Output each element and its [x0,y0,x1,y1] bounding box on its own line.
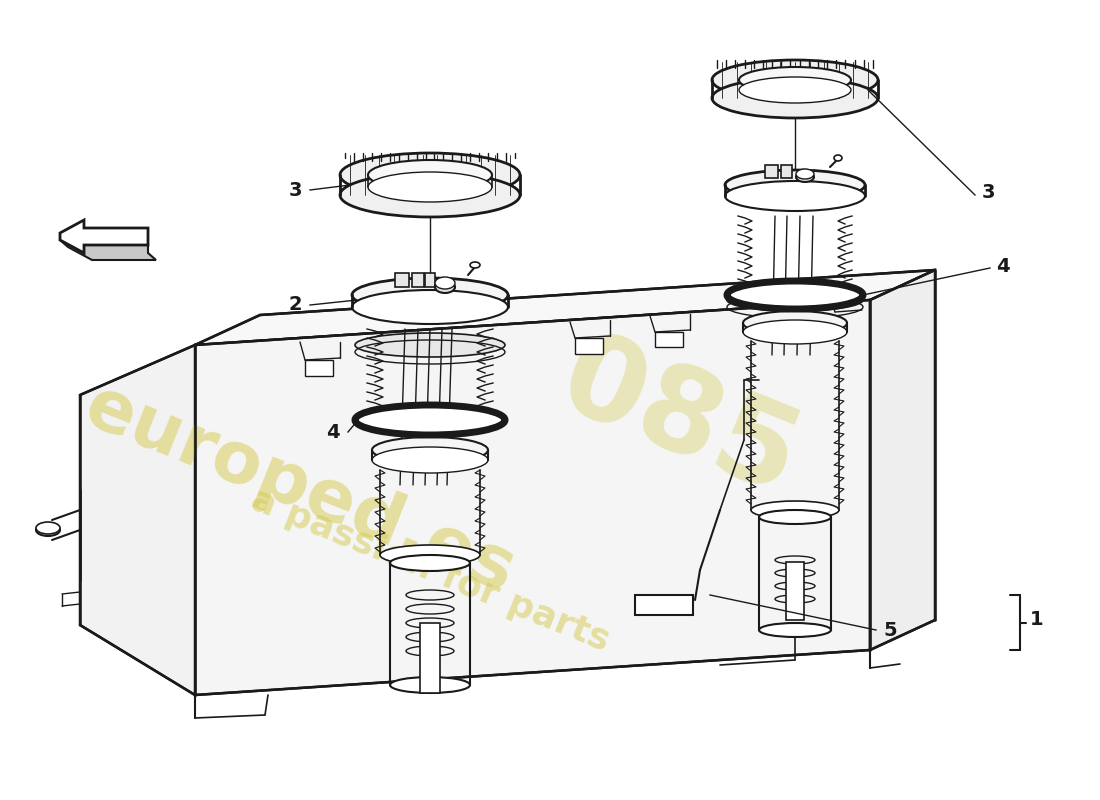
Bar [575,338,603,354]
Ellipse shape [340,173,520,217]
Ellipse shape [36,522,60,534]
Ellipse shape [725,181,865,211]
Ellipse shape [372,447,488,473]
Ellipse shape [434,281,455,293]
Polygon shape [870,270,935,650]
Text: 4: 4 [996,258,1010,277]
Ellipse shape [368,172,492,202]
Text: a passion for parts: a passion for parts [245,482,614,658]
Ellipse shape [470,262,480,268]
Bar [654,332,683,347]
Ellipse shape [712,60,878,100]
Ellipse shape [727,281,864,309]
Polygon shape [195,300,870,695]
Ellipse shape [751,501,839,519]
Bar [425,273,435,287]
Text: 3: 3 [982,183,996,202]
Text: 2: 2 [288,295,302,314]
Ellipse shape [36,524,60,536]
Ellipse shape [379,545,480,565]
Ellipse shape [725,170,865,200]
Bar [305,360,333,376]
Text: 1: 1 [1030,610,1044,629]
Ellipse shape [434,277,455,289]
Text: 085: 085 [544,321,816,519]
Ellipse shape [352,290,508,324]
Ellipse shape [739,77,851,103]
Text: 5: 5 [883,621,896,639]
Ellipse shape [739,67,851,93]
Text: 3: 3 [288,181,302,199]
Ellipse shape [834,155,842,161]
Polygon shape [60,220,148,253]
Polygon shape [60,240,156,260]
Ellipse shape [355,405,505,435]
Ellipse shape [368,160,492,190]
Ellipse shape [390,555,470,571]
Bar [420,623,440,693]
Bar [395,273,409,287]
Bar [786,562,804,620]
Bar [412,273,424,287]
Ellipse shape [796,172,814,182]
Ellipse shape [340,153,520,197]
Text: 4: 4 [327,422,340,442]
Ellipse shape [742,311,847,335]
Text: europed.es: europed.es [75,372,525,608]
Ellipse shape [796,169,814,179]
Ellipse shape [355,333,505,357]
Ellipse shape [759,623,830,637]
Ellipse shape [727,289,864,311]
Ellipse shape [712,78,878,118]
Ellipse shape [352,278,508,312]
Polygon shape [195,270,935,345]
Ellipse shape [390,677,470,693]
Ellipse shape [742,320,847,344]
Ellipse shape [372,437,488,463]
Bar [781,165,792,178]
Bar [635,595,693,615]
Ellipse shape [759,510,830,524]
Polygon shape [80,345,195,695]
Bar [764,165,778,178]
